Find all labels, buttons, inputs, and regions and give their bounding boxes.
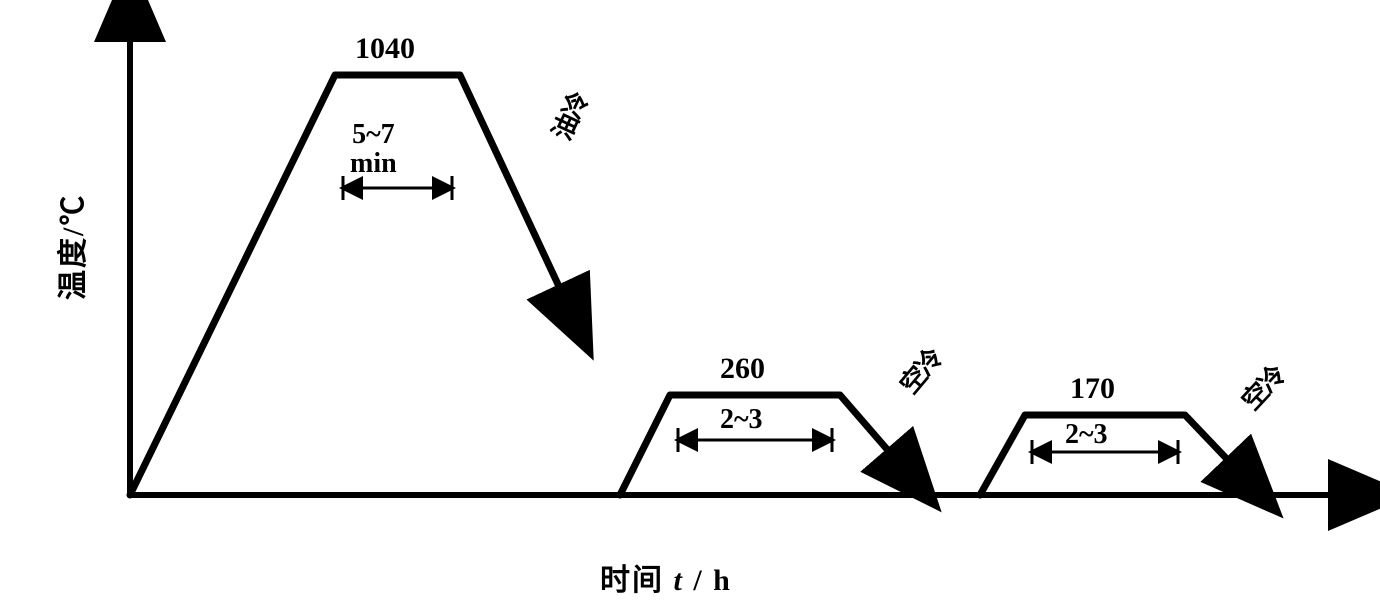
- stage3-duration: 2~3: [1065, 420, 1108, 449]
- stage1-duration: 5~7min: [350, 120, 397, 179]
- stage3-temp: 170: [1070, 372, 1115, 406]
- x-axis-prefix: 时间: [600, 564, 664, 597]
- stage1-temp: 1040: [355, 32, 415, 66]
- x-axis-var: t: [674, 564, 684, 597]
- x-axis-label: 时间 t / h: [600, 555, 732, 599]
- stage2-duration: 2~3: [720, 405, 763, 434]
- chart-svg: [0, 0, 1380, 608]
- heat-treatment-chart: 温度/℃ 时间 t / h 1040 5~7min 油冷 260 2~3 空冷 …: [0, 0, 1380, 608]
- x-axis-unit: / h: [693, 564, 732, 597]
- y-axis-label: 温度/℃: [48, 194, 92, 300]
- stage2-temp: 260: [720, 352, 765, 386]
